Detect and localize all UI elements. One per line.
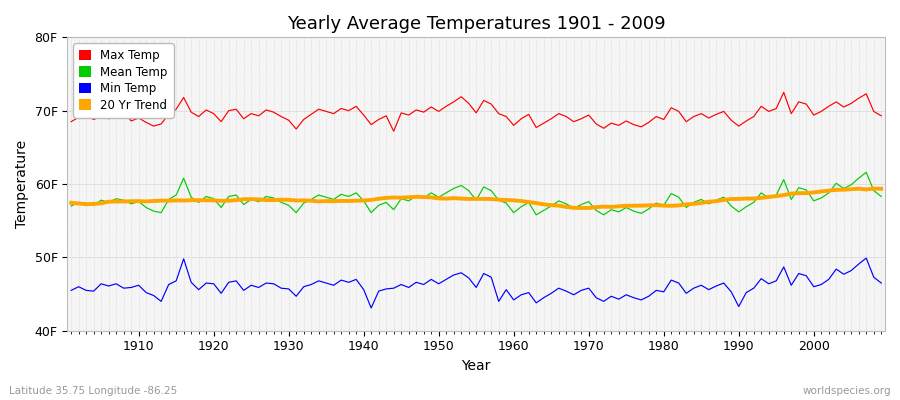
X-axis label: Year: Year xyxy=(462,359,490,373)
Y-axis label: Temperature: Temperature xyxy=(15,140,29,228)
Text: worldspecies.org: worldspecies.org xyxy=(803,386,891,396)
Legend: Max Temp, Mean Temp, Min Temp, 20 Yr Trend: Max Temp, Mean Temp, Min Temp, 20 Yr Tre… xyxy=(73,43,174,118)
Title: Yearly Average Temperatures 1901 - 2009: Yearly Average Temperatures 1901 - 2009 xyxy=(287,15,665,33)
Text: Latitude 35.75 Longitude -86.25: Latitude 35.75 Longitude -86.25 xyxy=(9,386,177,396)
